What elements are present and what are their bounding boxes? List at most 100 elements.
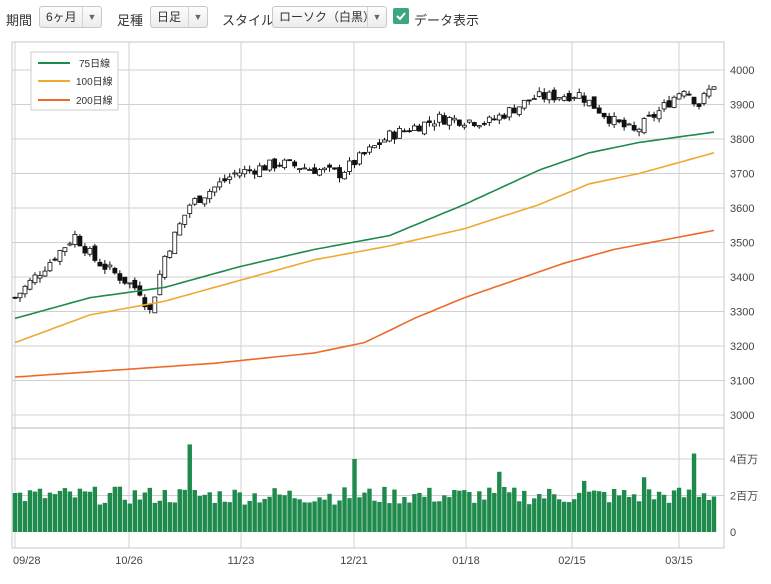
volume-bar — [452, 489, 457, 532]
candle-body — [581, 95, 587, 103]
candle-body — [481, 123, 487, 125]
volume-bar — [552, 494, 557, 532]
volume-bar — [317, 497, 322, 532]
price-tick-label: 3900 — [730, 100, 754, 112]
candle-body — [621, 119, 627, 128]
candle-body — [322, 167, 327, 171]
candle-body — [471, 122, 477, 127]
candle-body — [277, 164, 283, 167]
volume-bar — [576, 492, 582, 532]
candle-body — [92, 245, 98, 261]
candle-body — [347, 160, 352, 172]
candle-body — [327, 164, 332, 168]
volume-bar — [696, 496, 702, 532]
interval-dropdown[interactable]: 日足 ▼ — [150, 6, 208, 28]
candle-body — [551, 89, 557, 101]
volume-bar — [377, 501, 382, 532]
volume-bar — [591, 490, 597, 532]
volume-bar — [42, 498, 48, 532]
candle-body — [127, 282, 133, 285]
volume-bar — [17, 492, 23, 532]
price-tick-label: 3200 — [730, 341, 754, 353]
candle-body — [671, 96, 677, 108]
volume-bar — [562, 501, 567, 532]
volume-bar — [367, 488, 372, 532]
date-tick-label: 01/18 — [452, 555, 480, 567]
candle-body — [197, 195, 203, 204]
candle-body — [526, 99, 532, 102]
data-display-checkbox[interactable] — [393, 8, 409, 24]
candle-body — [461, 124, 467, 128]
ma100-line — [14, 152, 715, 344]
volume-bar — [22, 501, 28, 532]
candle-body — [217, 181, 223, 188]
volume-bar — [252, 493, 257, 532]
volume-bar — [302, 502, 307, 532]
candle-body — [691, 96, 697, 105]
volume-bar — [646, 489, 652, 532]
volume-bar — [372, 500, 377, 532]
candle-body — [87, 247, 93, 255]
candle-body — [292, 161, 298, 167]
candle-body — [636, 128, 642, 133]
volume-bar — [77, 488, 83, 532]
volume-bar — [477, 491, 482, 532]
check-icon — [396, 12, 406, 21]
chevron-down-icon: ▼ — [82, 7, 101, 27]
candle-body — [222, 178, 228, 182]
candle-body — [172, 231, 178, 254]
candle-body — [701, 93, 707, 104]
volume-bar — [12, 493, 18, 532]
volume-bar — [711, 496, 717, 532]
volume-bar — [581, 480, 587, 532]
price-tick-label: 3100 — [730, 376, 754, 388]
date-tick-label: 09/28 — [13, 555, 41, 567]
ma75-line — [14, 131, 715, 320]
volume-bar — [192, 489, 197, 532]
volume-bar — [656, 491, 662, 532]
volume-bar — [457, 490, 462, 532]
candle-body — [611, 116, 617, 126]
candle-body — [646, 114, 652, 117]
candle-body — [441, 115, 447, 125]
candle-body — [531, 98, 537, 100]
volume-bar — [207, 492, 212, 532]
candle-body — [676, 93, 682, 100]
candle-body — [12, 296, 18, 299]
period-label: 期間 — [6, 13, 33, 28]
moving-average-lines — [14, 131, 715, 378]
candle-body — [287, 159, 293, 162]
style-dropdown[interactable]: ローソク（白黒） ▼ — [272, 6, 387, 28]
volume-bar — [447, 497, 452, 532]
volume-bar — [567, 502, 572, 532]
price-tick-label: 3500 — [730, 238, 754, 250]
candle-body — [152, 296, 158, 314]
candle-body — [601, 112, 607, 118]
candle-body — [342, 171, 347, 180]
period-dropdown[interactable]: 6ヶ月 ▼ — [39, 6, 102, 28]
volume-bar — [332, 504, 337, 532]
candle-body — [97, 261, 103, 267]
candle-body — [696, 103, 702, 107]
candle-body — [337, 167, 342, 179]
candle-body — [686, 93, 692, 96]
candle-body — [586, 99, 592, 107]
volume-bar — [72, 497, 78, 532]
candle-body — [431, 123, 437, 127]
volume-bar — [442, 495, 447, 532]
ma200-line — [14, 229, 715, 378]
volume-bar — [482, 499, 487, 532]
volume-bar — [327, 493, 332, 532]
volume-bar — [661, 494, 667, 532]
volume-bar — [37, 488, 43, 532]
price-tick-label: 4000 — [730, 65, 754, 77]
volume-bar — [492, 492, 497, 532]
volume-bar — [572, 499, 577, 532]
candle-body — [282, 159, 288, 169]
price-tick-label: 3600 — [730, 203, 754, 215]
candle-body — [496, 114, 502, 121]
volume-bar — [601, 492, 607, 532]
volume-bar — [257, 502, 262, 532]
candle-body — [626, 123, 632, 126]
candle-body — [616, 119, 622, 123]
